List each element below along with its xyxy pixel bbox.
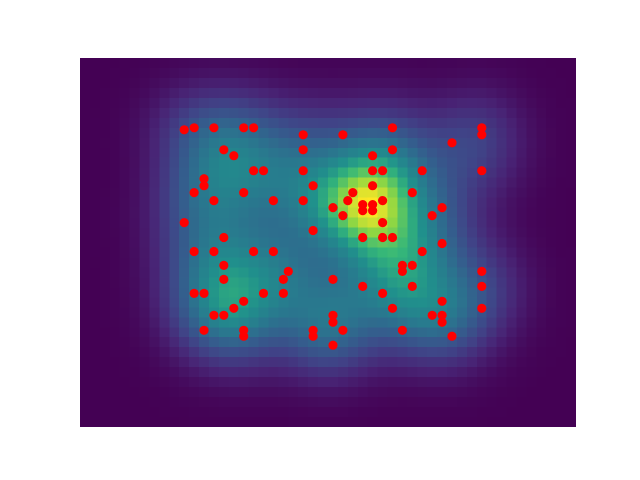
scatter-point-55: [268, 246, 278, 257]
scatter-point-83: [437, 310, 447, 320]
scatter-point-67: [407, 281, 417, 291]
scatter-point-4: [249, 123, 259, 133]
scatter-point-93: [447, 331, 457, 341]
scatter-point-1: [189, 123, 199, 133]
scatter-point-37: [378, 196, 388, 206]
scatter-point-65: [328, 274, 338, 284]
scatter-point-43: [427, 211, 437, 221]
scatter-point-17: [258, 166, 269, 176]
scatter-point-7: [387, 123, 398, 133]
scatter-point-60: [407, 260, 417, 270]
scatter-point-5: [298, 130, 308, 140]
scatter-point-10: [477, 123, 487, 133]
scatter-point-64: [278, 274, 288, 284]
scatter-point-48: [358, 232, 368, 243]
scatter-point-18: [298, 166, 308, 176]
scatter-point-34: [343, 196, 353, 206]
scatter-point-38: [358, 206, 368, 216]
scatter-point-81: [328, 310, 338, 320]
scatter-point-31: [209, 196, 219, 206]
scatter-point-59: [397, 266, 407, 276]
scatter-point-0: [179, 125, 189, 135]
scatter-point-50: [387, 232, 398, 243]
scatter-point-78: [477, 303, 487, 313]
scatter-point-49: [378, 232, 388, 243]
scatter-point-22: [477, 166, 487, 176]
scatter-point-91: [338, 325, 348, 335]
scatter-point-20: [378, 166, 388, 176]
scatter-point-71: [258, 288, 269, 298]
scatter-point-77: [387, 303, 398, 313]
scatter-point-14: [368, 151, 378, 161]
scatter-point-40: [328, 203, 338, 213]
scatter-point-23: [199, 174, 209, 184]
scatter-point-16: [249, 166, 259, 176]
scatter-point-45: [378, 218, 388, 228]
scatter-point-9: [447, 138, 457, 148]
scatter-point-80: [219, 310, 229, 320]
scatter-point-2: [209, 123, 219, 133]
scatter-point-41: [338, 211, 348, 221]
scatter-point-33: [298, 196, 308, 206]
scatter-point-63: [219, 274, 229, 284]
scatter-point-74: [239, 296, 249, 306]
scatter-point-29: [348, 188, 358, 198]
scatter-point-3: [239, 123, 249, 133]
scatter-point-47: [219, 232, 229, 243]
scatter-points: [179, 123, 487, 350]
scatter-point-75: [437, 296, 447, 306]
scatter-point-73: [378, 288, 388, 298]
scatter-point-19: [368, 166, 378, 176]
scatter-point-92: [397, 325, 407, 335]
scatter-point-90: [308, 331, 318, 341]
scatter-point-52: [189, 246, 199, 257]
scatter-point-28: [239, 188, 249, 198]
scatter-point-21: [417, 166, 427, 176]
scatter-point-25: [308, 181, 318, 191]
scatter-point-54: [249, 246, 259, 257]
scatter-point-68: [477, 281, 487, 291]
scatter-point-12: [229, 151, 239, 161]
scatter-point-61: [283, 266, 293, 276]
scatter-point-6: [338, 130, 348, 140]
scatter-point-26: [368, 181, 378, 191]
scatter-point-11: [219, 145, 229, 155]
scatter-point-13: [298, 145, 308, 155]
scatter-point-30: [407, 188, 417, 198]
scatter-point-82: [427, 310, 437, 320]
scatter-point-46: [308, 225, 318, 236]
scatter-point-86: [199, 325, 209, 335]
scatter-point-66: [358, 281, 368, 291]
scatter-point-57: [219, 260, 229, 270]
scatter-point-84: [437, 317, 447, 327]
scatter-point-24: [199, 181, 209, 191]
scatter-point-76: [229, 303, 239, 313]
scatter-point-15: [387, 145, 398, 155]
scatter-point-62: [477, 266, 487, 276]
scatter-point-79: [209, 310, 219, 320]
scatter-point-72: [278, 288, 288, 298]
heatmap: [80, 58, 576, 427]
scatter-point-94: [328, 340, 338, 350]
scatter-point-53: [209, 246, 219, 257]
scatter-point-8: [477, 130, 487, 140]
scatter-point-27: [189, 188, 199, 198]
scatter-point-44: [179, 218, 189, 228]
scatter-point-85: [328, 317, 338, 327]
scatter-point-70: [199, 288, 209, 298]
scatter-point-51: [437, 238, 447, 249]
scatter-point-56: [417, 246, 427, 257]
scatter-point-42: [437, 203, 447, 213]
scatter-point-69: [189, 288, 199, 298]
scatter-point-39: [368, 206, 378, 216]
scatter-point-32: [268, 196, 278, 206]
scatter-point-88: [239, 331, 249, 341]
